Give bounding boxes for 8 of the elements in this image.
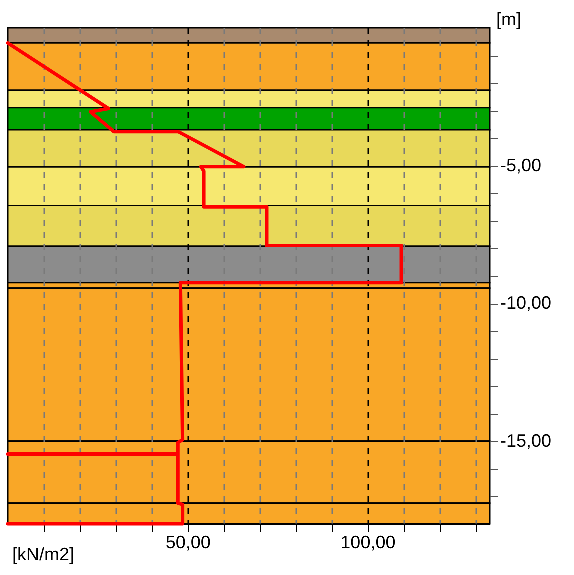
y-tick-label: -5,00 xyxy=(500,155,542,176)
y-axis-title: [m] xyxy=(496,10,522,30)
x-axis-title: [kN/m2] xyxy=(12,544,75,564)
y-tick-label: -10,00 xyxy=(500,293,552,314)
x-tick-label: 100,00 xyxy=(340,532,396,552)
x-tick-label: 50,00 xyxy=(166,532,211,552)
line-series xyxy=(6,41,404,526)
y-tick-label: -15,00 xyxy=(500,430,552,451)
